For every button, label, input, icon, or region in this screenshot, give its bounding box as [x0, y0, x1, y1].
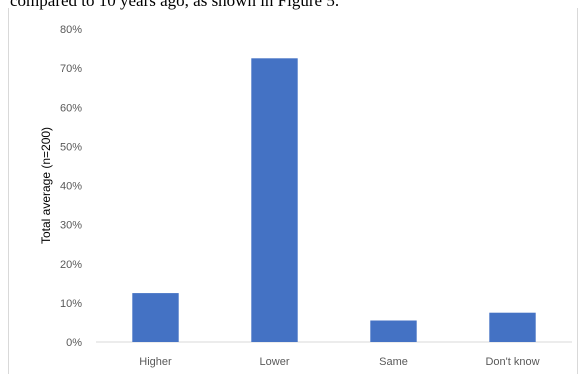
y-tick-label: 0% [66, 337, 82, 349]
y-tick-label: 50% [60, 141, 82, 153]
y-tick-label: 30% [60, 220, 82, 232]
bar-same [370, 320, 417, 342]
y-tick-label: 80% [60, 24, 82, 36]
chart-frame [8, 8, 578, 374]
x-tick-label: Higher [139, 356, 172, 368]
x-axis-labels: Higher Lower Same Don't know [139, 356, 539, 368]
bar-series [132, 58, 536, 343]
y-axis-label: Total average (n=200) [39, 127, 53, 244]
x-tick-label: Don't know [485, 356, 539, 368]
bar-higher [132, 293, 179, 342]
document-text-fragment: compared to 10 years ago, as shown in Fi… [10, 0, 340, 10]
bar-lower [251, 58, 298, 343]
y-axis-ticks: 0% 10% 20% 30% 40% 50% 60% 70% 80% [60, 24, 82, 349]
y-tick-label: 60% [60, 102, 82, 114]
y-tick-label: 40% [60, 181, 82, 193]
bar-don-t-know [489, 312, 536, 342]
y-tick-label: 20% [60, 259, 82, 271]
y-tick-label: 70% [60, 63, 82, 75]
x-tick-label: Lower [260, 356, 290, 368]
x-tick-label: Same [379, 356, 408, 368]
y-tick-label: 10% [60, 298, 82, 310]
